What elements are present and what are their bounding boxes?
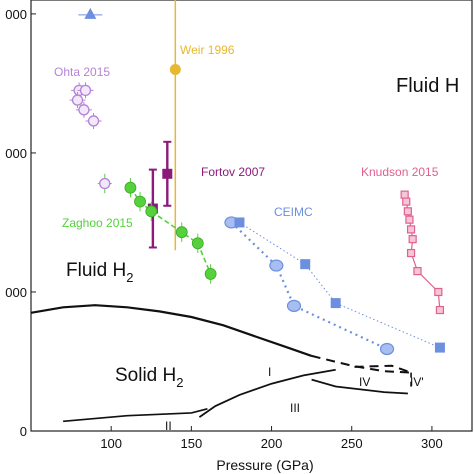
x-tick-label: 300: [421, 436, 443, 451]
ceimc-triangle-point: [84, 7, 97, 19]
series-label-ohta: Ohta 2015: [54, 65, 110, 79]
ceimc-square-point: [300, 259, 311, 270]
phase-boundary-i-iii: [198, 368, 336, 418]
label-phase-III: III: [290, 401, 300, 415]
x-axis-label: Pressure (GPa): [216, 457, 313, 473]
label-phase-IV: IV: [359, 375, 370, 389]
zaghoo-point: [124, 181, 137, 194]
knudson-point: [403, 207, 412, 216]
zaghoo-point: [191, 237, 204, 250]
zaghoo-point: [175, 226, 188, 239]
knudson-line: [404, 194, 441, 311]
knudson-point: [413, 267, 422, 276]
knudson-point: [434, 287, 443, 297]
fortov-point: [162, 168, 173, 179]
label-solid-h2-main: Solid H: [115, 365, 176, 386]
zaghoo-point: [204, 267, 217, 280]
ceimc-circle-point: [286, 299, 302, 312]
y-tick-label: 000: [5, 7, 27, 22]
knudson-point: [408, 235, 417, 244]
knudson-point: [435, 305, 445, 315]
y-tick-label: 000: [5, 146, 27, 161]
label-fluid-h2: Fluid H2: [66, 260, 133, 285]
y-tick-label: 0: [20, 424, 27, 439]
knudson-point: [405, 215, 414, 224]
label-solid-h2: Solid H2: [115, 365, 183, 390]
ceimc-square-point: [234, 217, 245, 228]
knudson-point: [400, 190, 409, 199]
ceimc-circle-point: [379, 342, 395, 356]
melting-line: [30, 304, 312, 357]
ohta-point: [87, 115, 100, 127]
label-phase-II: II: [165, 419, 172, 433]
phase-lines: [30, 304, 412, 423]
label-fluid-h2-sub: 2: [126, 270, 133, 285]
x-tick-label: 150: [181, 436, 203, 451]
zaghoo-point: [145, 205, 158, 218]
ceimc-square-point: [434, 342, 445, 353]
label-phase-IVp: IV': [410, 375, 424, 389]
series-label-ceimc: CEIMC: [274, 205, 313, 219]
data-series: [69, 0, 445, 356]
phase-boundary-iii-iv: [311, 378, 408, 395]
series-label-fortov: Fortov 2007: [201, 165, 265, 179]
ceimc-square-point: [330, 298, 341, 309]
knudson-point: [402, 197, 411, 206]
x-tick-label: 250: [341, 436, 363, 451]
series-label-knudson: Knudson 2015: [361, 165, 439, 179]
melting-line-dashed: [311, 354, 412, 374]
label-fluid-h2-main: Fluid H: [66, 260, 126, 281]
ohta-point: [79, 84, 92, 97]
series-label-zaghoo: Zaghoo 2015: [62, 216, 133, 230]
weir-point: [169, 64, 181, 76]
plot-frame: [30, 0, 473, 432]
zaghoo-line: [129, 187, 212, 275]
knudson-point: [406, 248, 416, 258]
x-tick-label: 200: [261, 436, 283, 451]
ohta-point: [71, 94, 84, 106]
label-solid-h2-sub: 2: [176, 375, 183, 390]
x-tick-label: 100: [100, 436, 122, 451]
ceimc-line-circles: [230, 221, 388, 350]
zaghoo-point: [134, 195, 146, 208]
zaghoo-point: [99, 177, 111, 190]
phase-boundary-ii: [63, 408, 208, 423]
label-fluid-h: Fluid H: [396, 75, 459, 97]
ohta-point: [78, 104, 90, 116]
label-phase-I: I: [268, 365, 271, 379]
y-tick-label: 000: [5, 285, 27, 300]
knudson-point: [406, 225, 416, 234]
series-label-weir: Weir 1996: [180, 43, 235, 57]
ceimc-circle-point: [269, 259, 284, 272]
